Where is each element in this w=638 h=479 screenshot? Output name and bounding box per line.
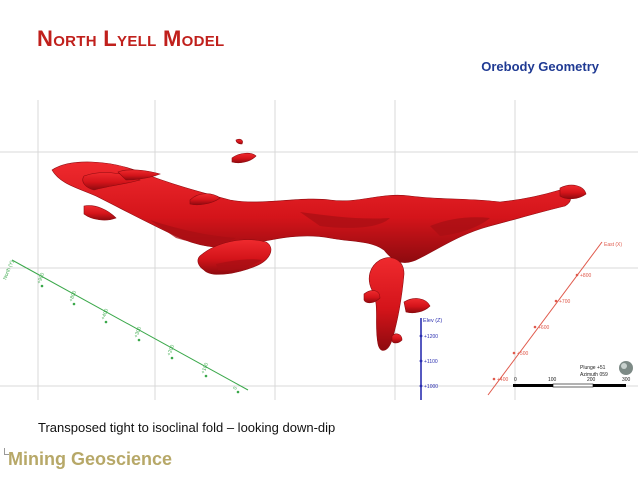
slide-caption: Transposed tight to isoclinal fold – loo…	[38, 420, 336, 435]
north-axis: North (Y) +900 +800 +400 +300 +200 +100 …	[2, 259, 249, 394]
east-tick-label: +400	[497, 377, 508, 383]
elev-tick-label: +1000	[424, 384, 438, 390]
brand-mark	[4, 448, 9, 455]
scale-tick-label: 300	[622, 377, 631, 383]
compass-sphere-icon	[619, 361, 633, 375]
north-tick-label: +900	[36, 272, 46, 285]
north-axis-label: North (Y)	[2, 259, 15, 280]
orebody-shape	[51, 138, 587, 351]
background-grid	[0, 100, 638, 400]
plunge-text: Plunge +51	[580, 365, 606, 371]
north-tick-label: +800	[68, 290, 78, 303]
north-tick-label: +300	[133, 326, 143, 339]
east-axis: East (X) +800 +700 +600 +500 +400	[487, 241, 622, 396]
elev-tick-label: +1100	[424, 359, 438, 365]
east-axis-label: East (X)	[604, 242, 622, 248]
east-tick-label: +800	[580, 273, 591, 279]
azimuth-text: Azimuth 059	[580, 372, 608, 378]
scale-tick-label: 100	[548, 377, 557, 383]
elev-axis: Elev (Z) +1200 +1100 +1000	[419, 318, 442, 400]
slide-subtitle: Orebody Geometry	[481, 59, 599, 74]
orientation-readout: Plunge +51 Azimuth 059	[580, 365, 608, 378]
north-tick-label: +100	[200, 362, 210, 375]
scale-tick-label: 200	[587, 377, 596, 383]
scale-bar: 0 100 200 300	[513, 377, 631, 388]
orebody-shadow-folds	[150, 212, 490, 271]
elev-axis-label: Elev (Z)	[423, 318, 442, 324]
scale-tick-label: 0	[514, 377, 517, 383]
elev-tick-label: +1200	[424, 334, 438, 340]
north-tick-label: 0	[232, 386, 239, 391]
east-tick-label: +600	[538, 325, 549, 331]
east-tick-label: +500	[517, 351, 528, 357]
slide-title: North Lyell Model	[37, 26, 225, 51]
north-tick-label: +400	[100, 308, 110, 321]
brand-name: Mining Geoscience	[8, 449, 173, 469]
east-tick-label: +700	[559, 299, 570, 305]
north-tick-label: +200	[166, 344, 176, 357]
orebody-3d-view: North (Y) +900 +800 +400 +300 +200 +100 …	[0, 100, 638, 400]
